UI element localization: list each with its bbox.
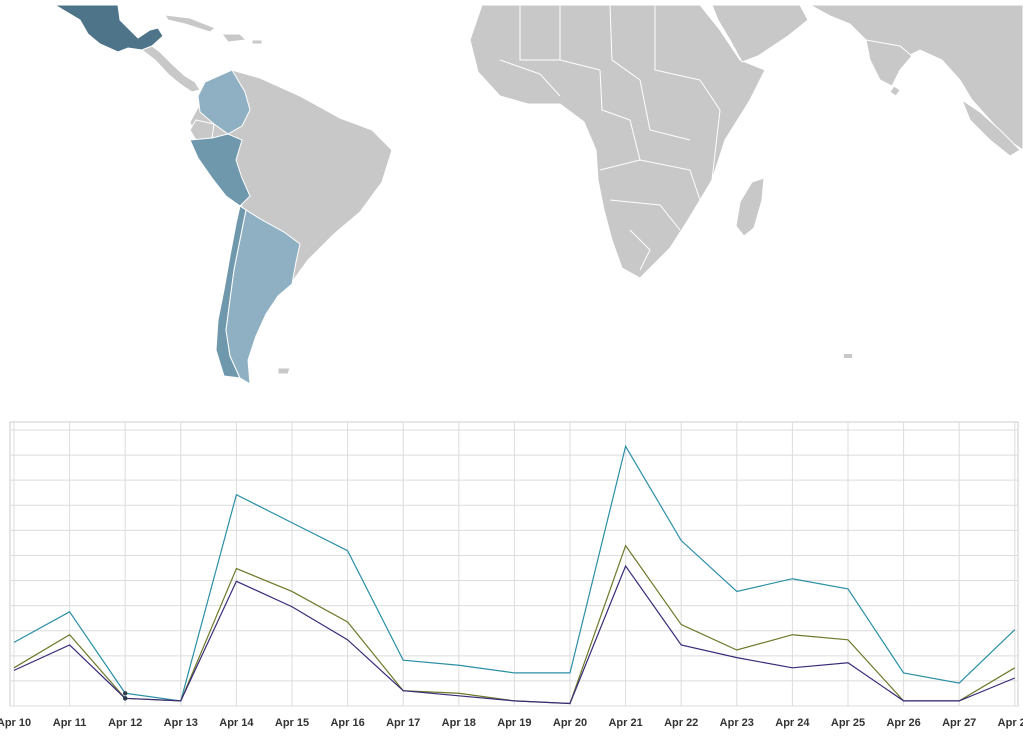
region-puerto-rico[interactable] [252,40,262,44]
region-africa[interactable] [470,5,765,278]
x-tick-label: Apr 21 [608,717,642,729]
region-cuba[interactable] [165,15,215,32]
x-tick-label: Apr 18 [442,717,476,729]
x-tick-label: Apr 11 [53,717,87,729]
region-central-america[interactable] [142,46,200,92]
line-chart: Apr 10 Apr 11 Apr 12 Apr 13 Apr 14 Apr 15 Apr … [0,410,1023,737]
x-tick-label: Apr 23 [720,717,754,729]
x-tick-label: Apr 13 [164,717,198,729]
x-tick-label: Apr 24 [775,717,810,729]
world-map[interactable] [0,0,1023,410]
x-tick-label: Apr 19 [497,717,531,729]
data-point[interactable] [123,691,127,695]
x-tick-label: Apr 10 [0,717,31,729]
x-tick-label: Apr 12 [108,717,142,729]
region-hispaniola[interactable] [222,34,246,42]
x-tick-label: Apr 16 [330,717,364,729]
x-tick-label: Apr 15 [275,717,309,729]
x-tick-label: Apr 26 [886,717,920,729]
region-sri-lanka[interactable] [890,86,900,96]
x-tick-label: Apr 25 [831,717,865,729]
x-tick-label: Apr 17 [386,717,420,729]
x-tick-label: Apr 28 [998,717,1023,729]
x-tick-label: Apr 22 [664,717,698,729]
x-tick-label: Apr 27 [942,717,976,729]
x-axis-labels: Apr 10 Apr 11 Apr 12 Apr 13 Apr 14 Apr 15 Apr … [0,717,1023,729]
chart-grid [10,422,1018,706]
data-point[interactable] [123,696,127,700]
region-madagascar[interactable] [736,178,764,236]
map-svg [0,0,1023,410]
x-tick-label: Apr 14 [219,717,254,729]
chart-svg: Apr 10 Apr 11 Apr 12 Apr 13 Apr 14 Apr 15 Apr … [0,410,1023,737]
x-tick-label: Apr 20 [553,717,587,729]
region-small-island[interactable] [844,354,852,358]
region-mexico[interactable] [55,5,163,52]
region-falklands[interactable] [278,368,290,374]
